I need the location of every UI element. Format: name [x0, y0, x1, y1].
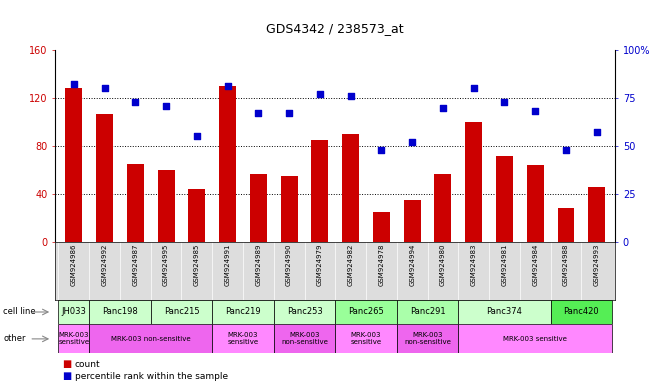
Text: Panc265: Panc265 [348, 308, 384, 316]
FancyBboxPatch shape [458, 324, 612, 353]
Text: GSM924986: GSM924986 [71, 244, 77, 286]
Bar [250, 174, 267, 242]
FancyBboxPatch shape [59, 300, 89, 324]
Bar [465, 122, 482, 242]
Point [530, 108, 540, 114]
Point [561, 147, 571, 153]
Text: Panc215: Panc215 [163, 308, 199, 316]
Text: GSM924995: GSM924995 [163, 244, 169, 286]
Point [376, 147, 387, 153]
FancyBboxPatch shape [458, 300, 551, 324]
Text: JH033: JH033 [61, 308, 86, 316]
Point [314, 91, 325, 97]
Point [469, 85, 479, 91]
Bar [219, 86, 236, 242]
Text: MRK-003
sensitive: MRK-003 sensitive [227, 333, 258, 345]
Text: count: count [75, 359, 100, 369]
FancyBboxPatch shape [59, 324, 89, 353]
Text: Panc253: Panc253 [286, 308, 322, 316]
Text: GSM924993: GSM924993 [594, 244, 600, 286]
FancyBboxPatch shape [89, 324, 212, 353]
FancyBboxPatch shape [397, 300, 458, 324]
Text: GSM924985: GSM924985 [194, 244, 200, 286]
Bar [65, 88, 82, 242]
Text: other: other [3, 334, 26, 343]
FancyBboxPatch shape [273, 324, 335, 353]
Text: MRK-003
sensitive: MRK-003 sensitive [58, 333, 89, 345]
Text: GSM924979: GSM924979 [317, 244, 323, 286]
FancyBboxPatch shape [212, 300, 273, 324]
Point [100, 85, 110, 91]
Bar [496, 156, 513, 242]
FancyBboxPatch shape [150, 300, 212, 324]
Bar [557, 209, 574, 242]
Text: cell line: cell line [3, 308, 36, 316]
FancyBboxPatch shape [335, 324, 397, 353]
Text: MRK-003 sensitive: MRK-003 sensitive [503, 336, 567, 342]
Bar [404, 200, 421, 242]
Bar [589, 187, 605, 242]
Bar [188, 189, 205, 242]
Text: GSM924992: GSM924992 [102, 244, 107, 286]
Point [161, 103, 171, 109]
Text: Panc374: Panc374 [486, 308, 522, 316]
Text: GSM924989: GSM924989 [255, 244, 261, 286]
Text: GSM924981: GSM924981 [501, 244, 507, 286]
Bar [311, 140, 328, 242]
Point [68, 81, 79, 88]
Text: GSM924978: GSM924978 [378, 244, 384, 286]
Text: GSM924991: GSM924991 [225, 244, 230, 286]
Point [223, 83, 233, 89]
Text: ■: ■ [62, 371, 71, 381]
Bar [158, 170, 174, 242]
Bar [342, 134, 359, 242]
Text: GSM924988: GSM924988 [563, 244, 569, 286]
Point [407, 139, 417, 145]
Text: Panc291: Panc291 [409, 308, 445, 316]
Text: GSM924982: GSM924982 [348, 244, 353, 286]
FancyBboxPatch shape [89, 300, 150, 324]
FancyBboxPatch shape [212, 324, 273, 353]
Text: Panc219: Panc219 [225, 308, 261, 316]
Bar [127, 164, 144, 242]
Text: GDS4342 / 238573_at: GDS4342 / 238573_at [266, 22, 404, 35]
Point [253, 110, 264, 116]
Text: ■: ■ [62, 359, 71, 369]
Point [499, 99, 510, 105]
Text: MRK-003 non-sensitive: MRK-003 non-sensitive [111, 336, 191, 342]
Text: GSM924980: GSM924980 [440, 244, 446, 286]
FancyBboxPatch shape [551, 300, 612, 324]
FancyBboxPatch shape [397, 324, 458, 353]
Text: Panc420: Panc420 [564, 308, 599, 316]
Point [346, 93, 356, 99]
Bar [96, 114, 113, 242]
Text: GSM924983: GSM924983 [471, 244, 477, 286]
Text: GSM924984: GSM924984 [533, 244, 538, 286]
Text: MRK-003
non-sensitive: MRK-003 non-sensitive [281, 333, 328, 345]
FancyBboxPatch shape [335, 300, 397, 324]
Text: GSM924990: GSM924990 [286, 244, 292, 286]
Text: MRK-003
sensitive: MRK-003 sensitive [350, 333, 381, 345]
Text: GSM924994: GSM924994 [409, 244, 415, 286]
Bar [281, 176, 298, 242]
Bar [373, 212, 390, 242]
Text: GSM924987: GSM924987 [132, 244, 138, 286]
Point [437, 104, 448, 111]
Text: Panc198: Panc198 [102, 308, 138, 316]
Point [592, 129, 602, 136]
Bar [434, 174, 451, 242]
Point [284, 110, 294, 116]
Text: percentile rank within the sample: percentile rank within the sample [75, 372, 228, 381]
Text: MRK-003
non-sensitive: MRK-003 non-sensitive [404, 333, 451, 345]
Point [191, 133, 202, 139]
Point [130, 99, 141, 105]
FancyBboxPatch shape [273, 300, 335, 324]
Bar [527, 165, 544, 242]
